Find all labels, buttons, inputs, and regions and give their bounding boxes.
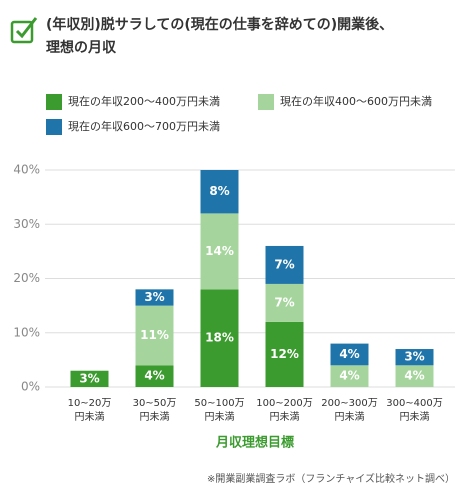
legend-label: 現在の年収400〜600万円未満 bbox=[280, 94, 432, 108]
bar-segment bbox=[395, 365, 434, 387]
legend-swatch bbox=[46, 119, 62, 135]
y-tick-label: 0% bbox=[21, 380, 40, 394]
x-tick-label: 200~300万 円未満 bbox=[321, 398, 378, 423]
x-tick-label: 100~200万 円未満 bbox=[256, 398, 313, 423]
bar-segment bbox=[200, 213, 239, 290]
value-label: 12% bbox=[270, 347, 299, 361]
y-tick-label: 10% bbox=[13, 325, 40, 339]
x-axis-label: 月収理想目標 bbox=[215, 435, 294, 451]
bar-segment bbox=[135, 365, 174, 387]
value-label: 14% bbox=[205, 244, 234, 258]
x-tick-label: 10~20万 円未満 bbox=[67, 398, 112, 423]
bar-segment bbox=[135, 289, 174, 306]
legend-swatch bbox=[46, 94, 62, 110]
value-label: 4% bbox=[339, 369, 359, 383]
value-label: 8% bbox=[209, 184, 229, 198]
value-label: 7% bbox=[274, 257, 294, 271]
bar-segment bbox=[70, 370, 109, 387]
value-label: 3% bbox=[79, 371, 99, 385]
value-label: 7% bbox=[274, 295, 294, 309]
y-tick-label: 30% bbox=[13, 217, 40, 231]
y-tick-label: 40% bbox=[13, 163, 40, 177]
legend-label: 現在の年収200〜400万円未満 bbox=[68, 94, 220, 108]
bar-segment bbox=[265, 283, 304, 322]
y-tick-label: 20% bbox=[13, 271, 40, 285]
value-label: 3% bbox=[404, 350, 424, 364]
value-label: 3% bbox=[144, 290, 164, 304]
legend-swatch bbox=[258, 94, 274, 110]
bar-segment bbox=[135, 305, 174, 366]
bar-segment bbox=[200, 289, 239, 387]
x-tick-label: 50~100万 円未満 bbox=[194, 398, 245, 423]
value-label: 18% bbox=[205, 331, 234, 345]
bar-segment bbox=[265, 321, 304, 387]
value-label: 4% bbox=[144, 369, 164, 383]
bar-segment bbox=[330, 343, 369, 366]
value-label: 4% bbox=[404, 369, 424, 383]
source-note: ※開業副業調査ラボ（フランチャイズ比較ネット調べ） bbox=[207, 472, 455, 485]
chart-title: (年収別)脱サラしての(現在の仕事を辞めての)開業後、 理想の月収 bbox=[46, 17, 394, 56]
x-tick-label: 300~400万 円未満 bbox=[386, 398, 443, 423]
bar-segment bbox=[330, 365, 369, 387]
value-label: 4% bbox=[339, 347, 359, 361]
bar-segment bbox=[200, 170, 239, 214]
value-label: 11% bbox=[140, 328, 169, 342]
legend-label: 現在の年収600〜700万円未満 bbox=[68, 119, 220, 133]
x-tick-label: 30~50万 円未満 bbox=[132, 398, 177, 423]
bar-segment bbox=[265, 245, 304, 284]
bar-segment bbox=[395, 349, 434, 366]
check-mark bbox=[15, 17, 38, 39]
check-icon bbox=[10, 20, 34, 44]
